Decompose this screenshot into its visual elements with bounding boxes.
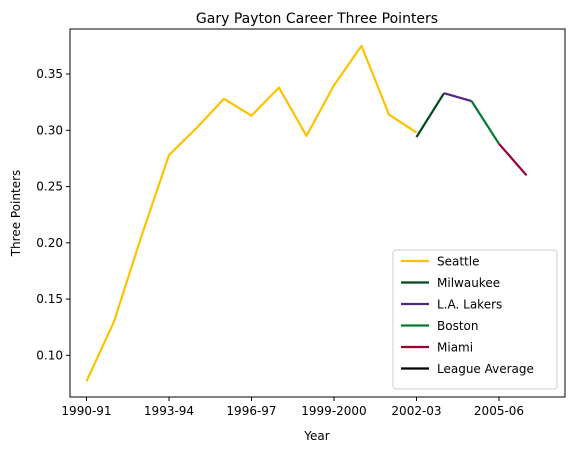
legend-label-5: League Average	[437, 362, 534, 376]
series-line-3	[470, 100, 500, 145]
x-tick-label: 2005-06	[474, 404, 524, 418]
y-tick-label: 0.20	[36, 236, 63, 250]
chart-title: Gary Payton Career Three Pointers	[196, 11, 438, 27]
y-tick-label: 0.35	[36, 67, 63, 81]
legend-label-4: Miami	[437, 341, 473, 355]
plot-frame	[69, 28, 566, 398]
legend-box	[392, 249, 558, 390]
series-line-2	[443, 92, 472, 103]
series-layer	[85, 44, 528, 382]
x-tick-label: 2002-03	[391, 404, 441, 418]
legend-label-3: Boston	[437, 319, 478, 333]
legend-label-0: Seattle	[437, 255, 479, 269]
legend-label-1: Milwaukee	[437, 276, 500, 290]
y-axis-title: Three Pointers	[9, 170, 23, 258]
y-tick-label: 0.15	[36, 292, 63, 306]
y-tick-label: 0.30	[36, 123, 63, 137]
x-axis: 1990-91 1993-94 1996-97 1999-2000 2002-03 200…	[61, 397, 524, 418]
series-line-1	[415, 92, 445, 138]
x-tick-label: 1996-97	[226, 404, 276, 418]
x-tick-label: 1999-2000	[301, 404, 366, 418]
legend-label-2: L.A. Lakers	[437, 298, 502, 312]
y-tick-label: 0.25	[36, 180, 63, 194]
series-line-4	[498, 143, 528, 177]
y-tick-label: 0.10	[36, 348, 63, 362]
x-tick-label: 1990-91	[61, 404, 111, 418]
legend: Seattle Milwaukee L.A. Lakers Boston Miami Le…	[392, 249, 558, 390]
x-axis-title: Year	[303, 429, 329, 443]
x-tick-label: 1993-94	[144, 404, 194, 418]
series-line-0	[85, 44, 418, 382]
y-axis: 0.10 0.15 0.20 0.25 0.30 0.35	[36, 67, 70, 362]
